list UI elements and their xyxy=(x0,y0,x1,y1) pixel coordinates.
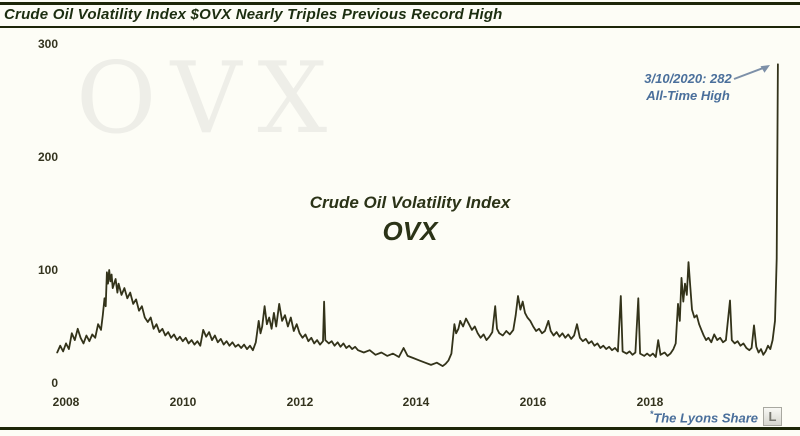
title-divider-rule xyxy=(0,26,800,28)
x-axis-tick-label: 2016 xyxy=(519,395,547,409)
watermark-text: OVX xyxy=(76,42,344,156)
y-axis-tick-label: 100 xyxy=(37,263,58,277)
chart-center-label-line2: OVX xyxy=(382,216,438,246)
page-title: Crude Oil Volatility Index $OVX Nearly T… xyxy=(4,6,503,23)
x-axis-tick-label: 2018 xyxy=(636,395,664,409)
annotation-arrow-icon xyxy=(733,65,770,80)
x-axis-tick-label: 2010 xyxy=(169,395,197,409)
top-border-rule xyxy=(0,2,800,5)
y-axis-tick-label: 300 xyxy=(37,37,58,51)
x-axis-tick-label: 2008 xyxy=(52,395,80,409)
chart-center-label-line1: Crude Oil Volatility Index xyxy=(309,193,511,212)
lyons-share-logo: L xyxy=(763,407,782,426)
y-axis-tick-label: 200 xyxy=(37,150,58,164)
x-axis-tick-label: 2012 xyxy=(286,395,314,409)
annotation-text: 3/10/2020: 282 All-Time High xyxy=(613,70,763,104)
credit-asterisk: * xyxy=(649,409,654,419)
bottom-border-rule xyxy=(0,427,800,430)
credit-text: *The Lyons Share xyxy=(540,409,758,425)
y-axis-tick-label: 0 xyxy=(51,376,58,390)
annotation-line1: 3/10/2020: 282 xyxy=(644,71,732,86)
ovx-line-series xyxy=(56,63,779,368)
x-axis-tick-label: 2014 xyxy=(402,395,430,409)
credit-name: The Lyons Share xyxy=(653,410,758,426)
logo-letter: L xyxy=(768,409,777,424)
annotation-line2: All-Time High xyxy=(646,88,730,103)
chart-center-label: Crude Oil Volatility Index OVX xyxy=(260,193,560,247)
